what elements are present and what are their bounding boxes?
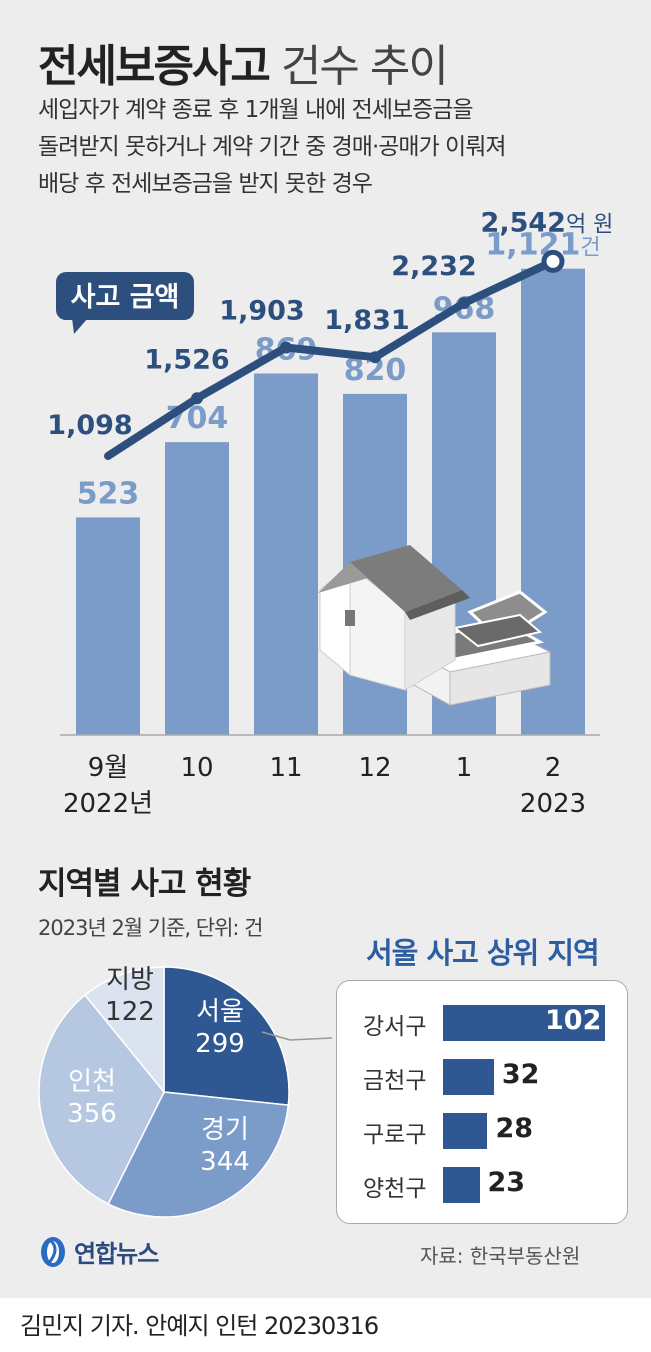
- rank-value: 28: [495, 1113, 534, 1144]
- x-tick-label: 12: [358, 753, 391, 783]
- seoul-rank-box: 강서구 102 금천구 32 구로구 28 양천구 23: [336, 980, 628, 1224]
- seoul-top-title: 서울 사고 상위 지역: [366, 936, 600, 970]
- pie-slice-value: 356: [67, 1099, 117, 1129]
- count-bar: [254, 373, 318, 735]
- x-tick-label: 10: [180, 753, 213, 783]
- logo-text: 연합뉴스: [74, 1240, 159, 1268]
- amount-label: 1,098: [47, 410, 132, 441]
- yonhap-logo: 연합뉴스: [38, 1234, 159, 1269]
- description: 세입자가 계약 종료 후 1개월 내에 전세보증금을 돌려받지 못하거나 계약 …: [38, 92, 638, 203]
- amount-label: 2,542억 원: [481, 207, 614, 238]
- count-bar: [76, 517, 140, 735]
- pie-slice-name: 서울: [196, 997, 244, 1027]
- rank-row: 구로구 28: [337, 1111, 627, 1151]
- count-bar-label: 523: [77, 476, 140, 511]
- rank-district-name: 금천구: [363, 1068, 427, 1094]
- amount-label: 1,831: [324, 305, 409, 336]
- title-light: 건수 추이: [280, 41, 449, 92]
- amount-legend-label: 사고 금액: [71, 282, 180, 313]
- house-icon: [318, 545, 470, 691]
- amount-point: [191, 392, 203, 405]
- rank-district-name: 구로구: [363, 1122, 427, 1148]
- count-unit: 건: [580, 236, 600, 261]
- x-tick-label: 1: [456, 753, 473, 783]
- rank-row: 금천구 32: [337, 1057, 627, 1097]
- count-bar-label: 704: [166, 401, 229, 436]
- description-line: 배당 후 전세보증금을 받지 못한 경우: [38, 171, 373, 197]
- amount-point: [280, 341, 292, 354]
- amount-legend-tag: 사고 금액: [56, 272, 194, 334]
- amount-label: 2,232: [391, 251, 476, 282]
- description-line: 돌려받지 못하거나 계약 기간 중 경매·공매가 이뤄져: [38, 134, 507, 160]
- pie-slice-name: 경기: [201, 1115, 249, 1145]
- rank-bar: [443, 1167, 480, 1203]
- year-label-end: 2023: [520, 789, 586, 819]
- rank-value: 102: [545, 1005, 602, 1036]
- pie-callout-line: [261, 1031, 333, 1041]
- credit-text: 김민지 기자. 안예지 인턴 20230316: [20, 1312, 379, 1340]
- pie-slice-value: 344: [200, 1147, 250, 1177]
- rank-row: 강서구 102: [337, 1003, 627, 1043]
- house-money-illustration: [318, 545, 552, 706]
- rank-bar: [443, 1005, 605, 1041]
- rank-row: 양천구 23: [337, 1165, 627, 1205]
- rank-value: 23: [487, 1167, 526, 1198]
- pie-slice-value: 122: [105, 997, 155, 1027]
- pie-slice-name: 지방: [106, 965, 154, 995]
- pie-slice-name: 인천: [68, 1067, 116, 1097]
- rank-value: 32: [501, 1059, 540, 1090]
- amount-point: [458, 297, 470, 310]
- amount-label: 1,903: [219, 295, 304, 326]
- pie-slice-value: 299: [195, 1029, 245, 1059]
- rank-bar: [443, 1113, 488, 1149]
- main-chart-svg: 5237048698209681,121건 1,0981,5261,9031,8…: [47, 207, 614, 819]
- region-section-title: 지역별 사고 현황: [38, 866, 251, 902]
- yonhap-logo-icon: [41, 1236, 65, 1267]
- x-tick-label: 2: [545, 753, 562, 783]
- amount-label: 1,526: [144, 344, 229, 375]
- rank-district-name: 강서구: [363, 1014, 427, 1040]
- description-line: 세입자가 계약 종료 후 1개월 내에 전세보증금을: [38, 97, 474, 123]
- year-label-start: 2022년: [63, 789, 153, 819]
- count-bar: [165, 442, 229, 735]
- x-tick-label: 9월: [88, 753, 128, 783]
- pie-slice: [38, 994, 165, 1205]
- source-text: 자료: 한국부동산원: [420, 1244, 581, 1268]
- x-tick-label: 11: [269, 753, 302, 783]
- pie-slice: [83, 966, 165, 1095]
- amount-point: [369, 351, 381, 364]
- region-section-subtitle: 2023년 2월 기준, 단위: 건: [38, 916, 263, 940]
- pie-slice: [163, 966, 290, 1106]
- amount-point: [541, 249, 565, 273]
- amount-unit: 억 원: [566, 212, 613, 237]
- amount-line: [104, 257, 557, 460]
- pie-slice: [107, 1091, 290, 1218]
- title-bold: 전세보증사고: [38, 41, 271, 92]
- rank-district-name: 양천구: [363, 1176, 427, 1202]
- page-title: 전세보증사고 건수 추이: [38, 30, 449, 94]
- rank-bar: [443, 1059, 494, 1095]
